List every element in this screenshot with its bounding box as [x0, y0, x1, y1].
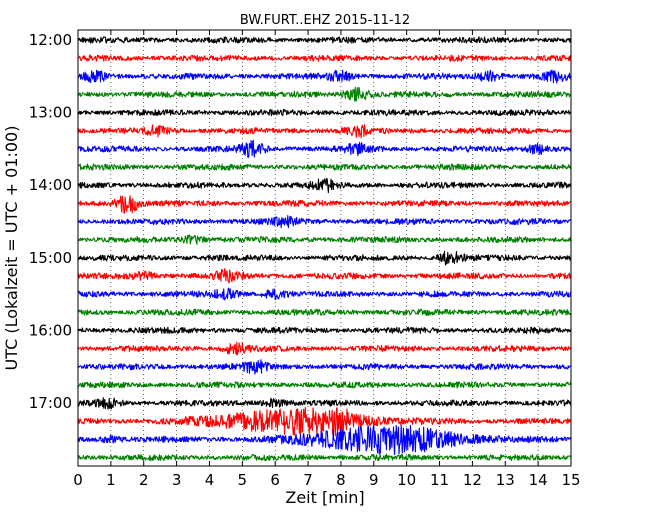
seismogram-trace	[77, 124, 572, 139]
x-tick-label: 12	[463, 471, 482, 489]
x-tick-label: 6	[270, 471, 280, 489]
seismogram-trace	[77, 287, 572, 301]
seismogram-trace	[77, 139, 572, 159]
x-tick-label: 3	[172, 471, 182, 489]
x-tick-label: 4	[205, 471, 215, 489]
x-tick-labels: 0 1 2 3 4 5 6 7 8 9 10 11 12 13 14 15	[73, 471, 580, 489]
x-tick-label: 14	[529, 471, 548, 489]
seismogram-trace	[77, 163, 572, 171]
grid-lines	[110, 30, 539, 466]
x-tick-label: 10	[397, 471, 416, 489]
seismogram-trace	[77, 268, 572, 284]
seismogram-trace	[77, 326, 572, 335]
seismogram-trace	[77, 359, 572, 375]
x-tick-label: 7	[303, 471, 313, 489]
x-tick-label: 13	[496, 471, 515, 489]
x-tick-label: 9	[369, 471, 379, 489]
x-tick-label: 8	[336, 471, 346, 489]
seismogram-trace	[77, 177, 572, 194]
y-tick-label: 16:00	[29, 321, 72, 339]
seismogram-trace	[77, 406, 572, 437]
x-tick-label: 5	[238, 471, 248, 489]
seismogram-trace	[77, 341, 572, 356]
y-tick-labels: 12:00 13:00 14:00 15:00 16:00 17:00	[29, 31, 72, 412]
x-tick-label: 2	[139, 471, 149, 489]
y-axis-label: UTC (Lokalzeit = UTC + 01:00)	[2, 126, 21, 371]
seismogram-traces	[77, 36, 572, 462]
x-axis-label: Zeit [min]	[285, 488, 364, 507]
y-tick-label: 13:00	[29, 104, 72, 122]
seismogram-trace	[77, 36, 572, 44]
y-tick-label: 15:00	[29, 249, 72, 267]
x-tick-label: 11	[430, 471, 449, 489]
seismogram-trace	[77, 108, 572, 117]
axis-ticks	[77, 30, 572, 466]
seismogram-trace	[77, 308, 572, 316]
seismogram-trace	[77, 453, 572, 462]
seismogram-trace	[77, 214, 572, 229]
seismogram-trace	[77, 234, 572, 245]
seismogram-trace	[77, 86, 572, 102]
seismogram-trace	[77, 54, 572, 62]
chart-title: BW.FURT..EHZ 2015-11-12	[240, 13, 410, 28]
seismogram-trace	[77, 69, 572, 84]
plot-frame	[77, 29, 572, 467]
y-tick-label: 12:00	[29, 31, 72, 49]
seismogram-trace	[77, 195, 572, 214]
y-tick-label: 17:00	[29, 394, 72, 412]
seismogram-trace	[77, 381, 572, 389]
x-tick-label: 1	[106, 471, 116, 489]
seismogram-trace	[77, 424, 572, 456]
x-tick-label: 15	[561, 471, 580, 489]
y-tick-label: 14:00	[29, 176, 72, 194]
seismogram-trace	[77, 397, 572, 410]
x-tick-label: 0	[73, 471, 83, 489]
seismogram-trace	[77, 250, 572, 266]
